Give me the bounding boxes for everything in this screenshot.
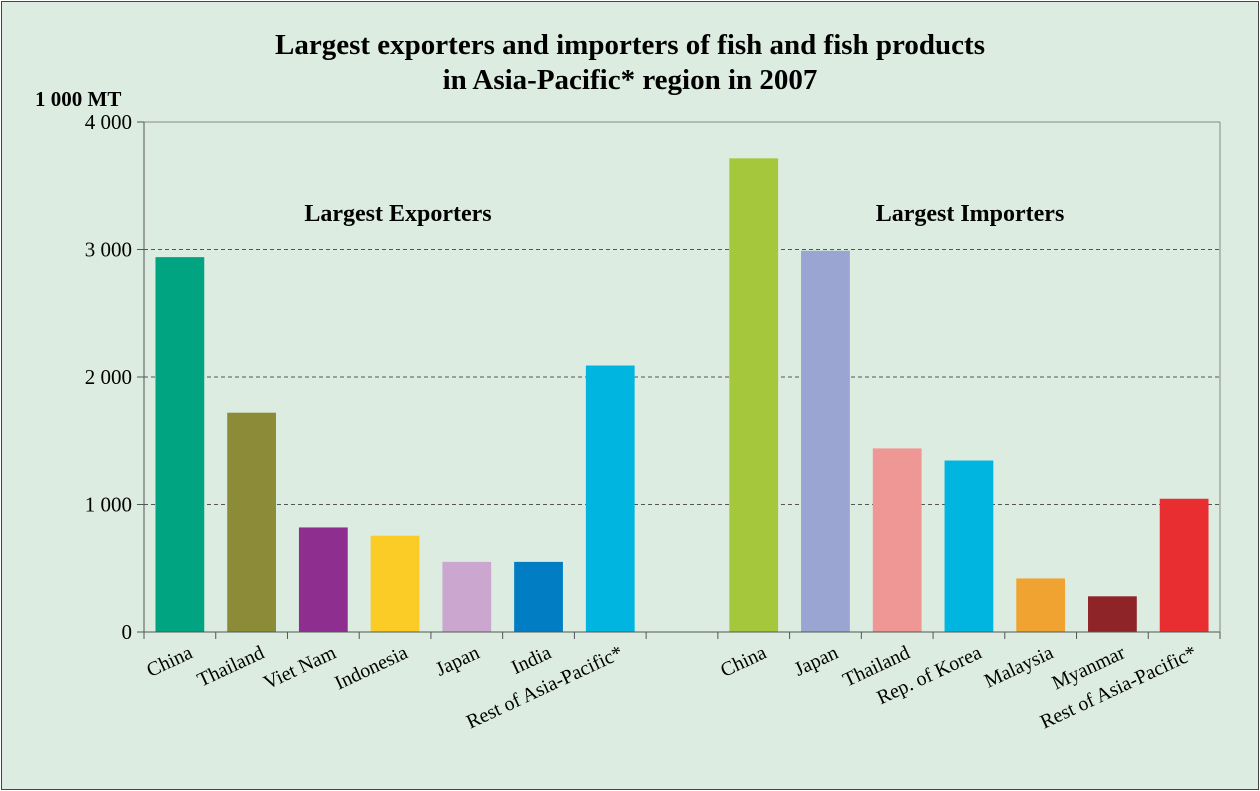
bar xyxy=(155,257,205,632)
group-label: Largest Importers xyxy=(876,201,1065,227)
bar xyxy=(227,412,276,632)
group-labels: Largest Exporters Largest Importers xyxy=(304,201,1064,227)
gridlines xyxy=(144,249,1220,505)
x-tick-label: Indonesia xyxy=(331,642,411,695)
axes xyxy=(137,121,1221,639)
group-label: Largest Exporters xyxy=(304,201,491,227)
bar xyxy=(370,535,420,632)
bar xyxy=(872,448,922,632)
bar xyxy=(1088,596,1137,632)
x-tick-label: Malaysia xyxy=(981,642,1057,693)
x-tick-label: China xyxy=(143,642,196,682)
x-tick-label: China xyxy=(717,642,770,682)
bar xyxy=(1016,578,1066,632)
bar xyxy=(442,561,492,632)
chart-title-line-2: in Asia-Pacific* region in 2007 xyxy=(443,64,818,96)
y-tick-label: 4 000 xyxy=(85,110,132,134)
bar xyxy=(298,527,348,632)
y-tick-label: 3 000 xyxy=(85,238,132,262)
x-tick-label: Japan xyxy=(791,642,842,681)
x-tick-label: Japan xyxy=(432,642,483,681)
y-tick-label: 1 000 xyxy=(85,493,132,517)
y-tick-label: 2 000 xyxy=(85,365,132,389)
x-tick-label: Thailand xyxy=(194,642,268,692)
bar xyxy=(585,365,635,632)
bar xyxy=(944,460,994,632)
bar xyxy=(1159,498,1209,632)
chart-title-line-1: Largest exporters and importers of fish … xyxy=(275,29,985,61)
y-axis-unit-label: 1 000 MT xyxy=(35,87,121,111)
bar xyxy=(801,250,850,632)
y-tick-label: 0 xyxy=(122,620,133,644)
bar xyxy=(729,158,779,632)
x-tick-label: Viet Nam xyxy=(260,641,340,694)
bars xyxy=(155,158,1209,632)
y-tick-labels: 0 1 000 2 000 3 000 4 000 xyxy=(85,110,132,644)
bar xyxy=(514,561,563,632)
